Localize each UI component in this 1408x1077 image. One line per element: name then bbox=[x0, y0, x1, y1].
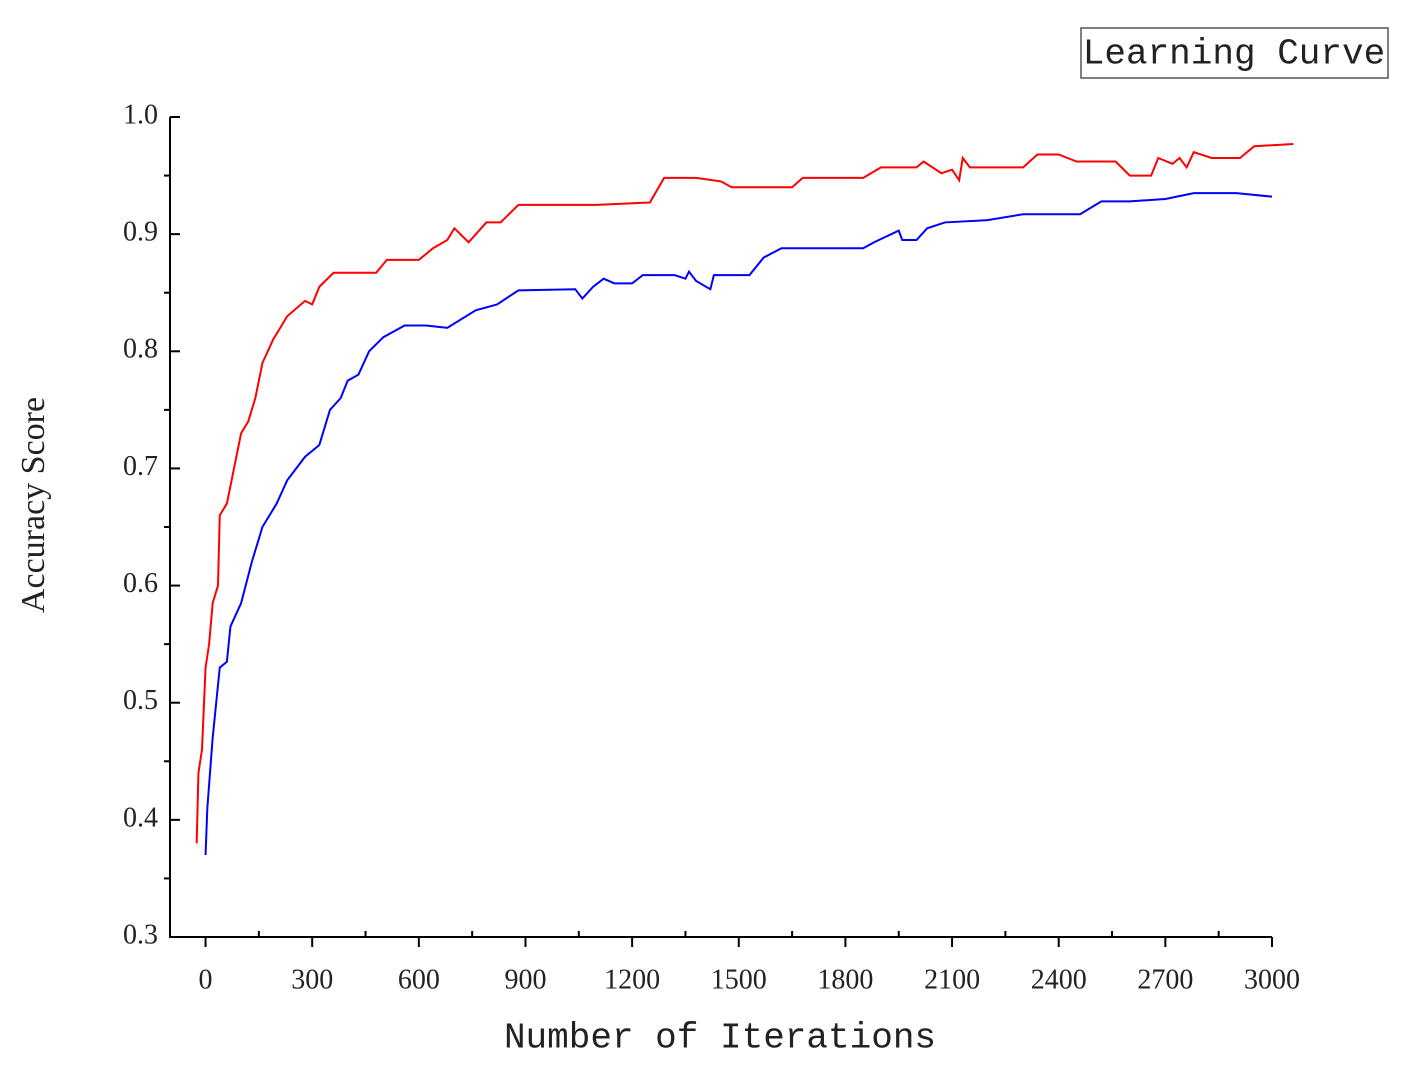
x-tick-label: 600 bbox=[398, 964, 440, 995]
line-series bbox=[195, 142, 1294, 844]
x-tick-label: 2700 bbox=[1137, 964, 1193, 995]
y-tick-label: 0.6 bbox=[123, 568, 158, 599]
x-tick-label: 0 bbox=[199, 964, 213, 995]
y-tick-label: 0.4 bbox=[123, 802, 158, 833]
y-tick-label: 0.9 bbox=[123, 217, 158, 248]
x-tick-label: 2100 bbox=[924, 964, 980, 995]
y-tick-label: 0.8 bbox=[123, 334, 158, 365]
x-axis-label: Number of Iterations bbox=[504, 1018, 936, 1059]
y-tick-label: 0.7 bbox=[123, 451, 158, 482]
y-axis-label: Accuracy Score bbox=[15, 397, 52, 613]
x-tick-label: 900 bbox=[504, 964, 546, 995]
title-box bbox=[1080, 27, 1389, 79]
y-tick-label: 0.3 bbox=[123, 919, 158, 950]
x-tick-label: 1200 bbox=[604, 964, 660, 995]
y-tick-label: 1.0 bbox=[123, 99, 158, 130]
x-tick-label: 3000 bbox=[1244, 964, 1300, 995]
x-tick-label: 1500 bbox=[711, 964, 767, 995]
y-tick-label: 0.5 bbox=[123, 685, 158, 716]
x-tick-label: 1800 bbox=[817, 964, 873, 995]
line-series bbox=[204, 192, 1273, 856]
x-tick-label: 300 bbox=[291, 964, 333, 995]
chart-title: Learning Curve bbox=[1083, 34, 1385, 75]
x-tick-label: 2400 bbox=[1031, 964, 1087, 995]
